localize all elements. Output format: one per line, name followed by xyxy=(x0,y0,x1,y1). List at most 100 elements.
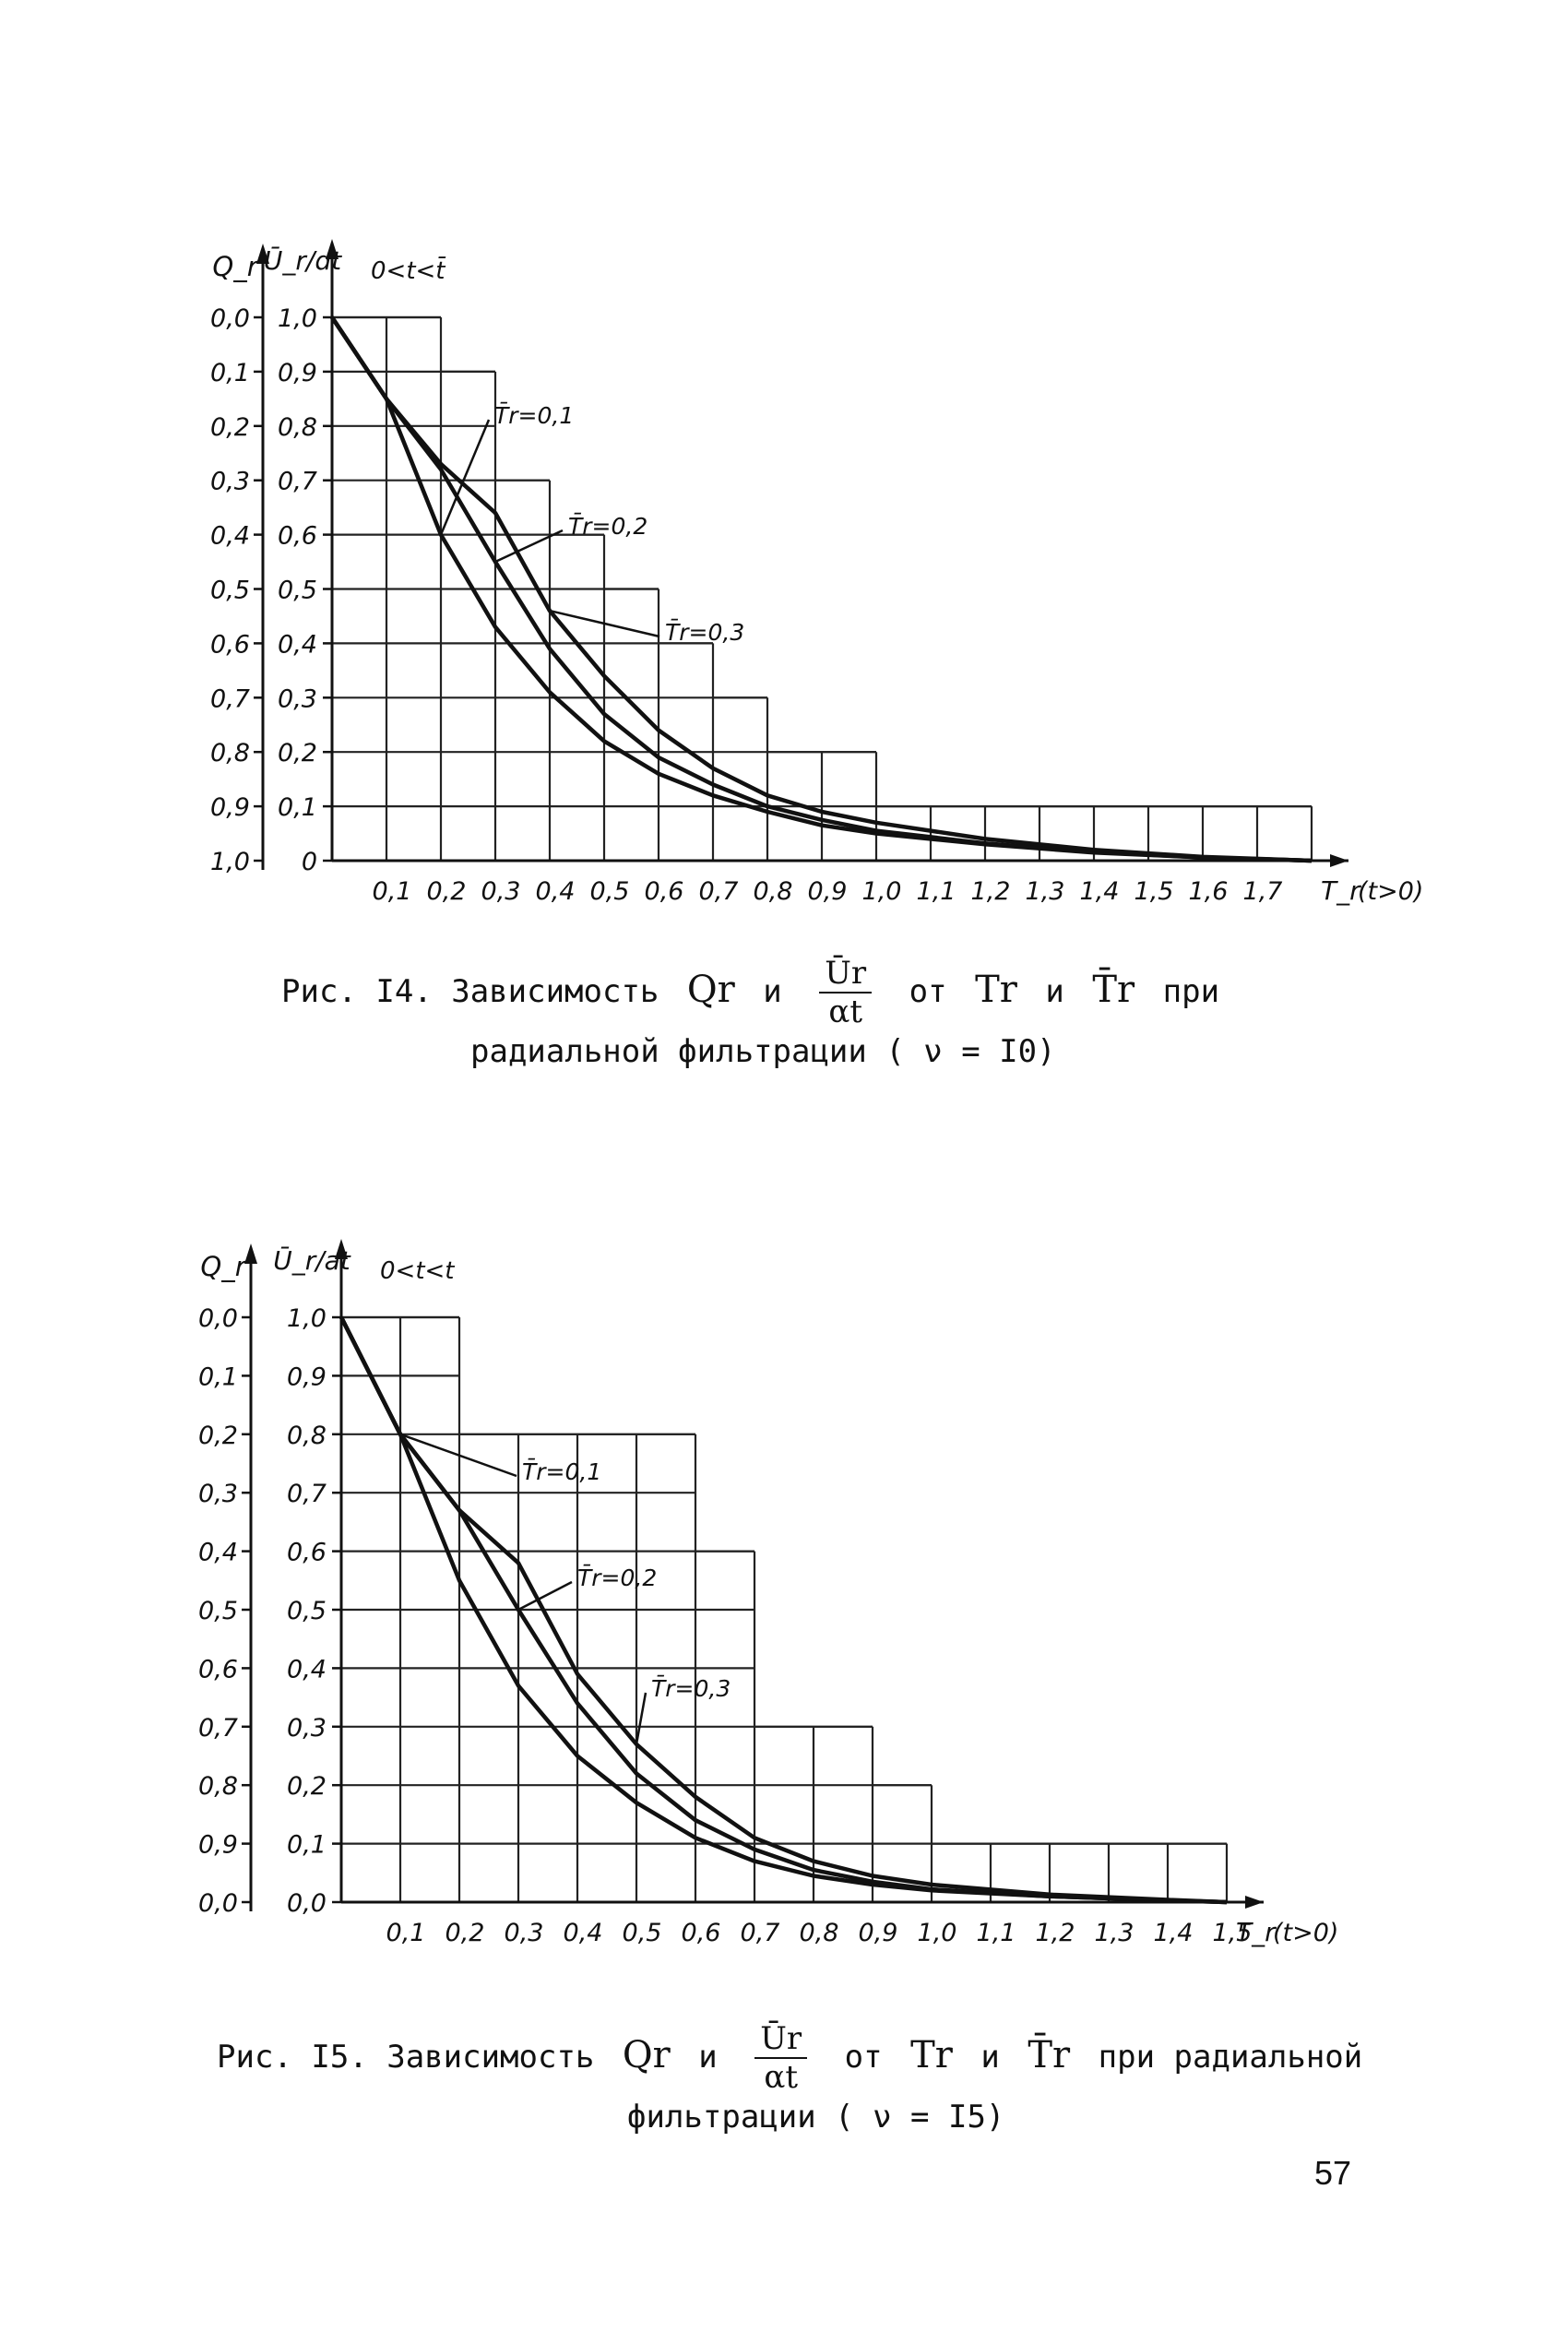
series-line-2 xyxy=(339,1315,1228,1905)
q-axis-tick-label: 0,8 xyxy=(198,1772,238,1801)
series-label-leader xyxy=(494,529,564,564)
caption-t-bar-symbol: T̄r xyxy=(1028,2033,1071,2076)
caption-and-2: и xyxy=(980,2038,1000,2076)
u-axis-tick-label: 0,9 xyxy=(278,359,317,387)
q-axis-tick-label: 0,7 xyxy=(198,1714,238,1743)
x-axis-tick-label: 0,7 xyxy=(699,877,739,906)
caption-end: при радиальной xyxy=(1098,2038,1363,2076)
q-axis-tick-label: 0,3 xyxy=(198,1480,238,1508)
u-axis-tick-label: 1,0 xyxy=(287,1304,327,1333)
x-axis-tick-label: 1,4 xyxy=(1080,877,1120,906)
q-axis-tick-label: 0,9 xyxy=(210,793,250,822)
caption-end: при xyxy=(1162,972,1220,1010)
x-axis-tick-label: 0,1 xyxy=(386,1919,426,1947)
series-label: T̄r=0,2 xyxy=(568,512,647,540)
u-axis-label: Ū_r/dt xyxy=(264,244,342,276)
caption-and: и xyxy=(698,2038,718,2076)
x-axis-tick-label: 1,4 xyxy=(1154,1919,1194,1947)
x-axis-tick-label: 0,9 xyxy=(808,877,848,906)
caption-prefix: Рис. I4. Зависимость xyxy=(281,972,659,1010)
u-axis-tick-label: 0,1 xyxy=(278,793,317,822)
q-axis-tick-label: 0,5 xyxy=(198,1597,238,1625)
q-axis-tick-label: 0,2 xyxy=(210,413,250,442)
figure-14-caption-line2: радиальной фильтрации ( ν = I0) xyxy=(470,1033,1056,1070)
q-axis-tick-label: 0,9 xyxy=(198,1831,238,1860)
caption-fraction-denominator: αt xyxy=(828,993,863,1030)
x-axis-tick-label: 0,4 xyxy=(564,1919,603,1947)
x-axis-tick-label: 0,4 xyxy=(536,877,576,906)
x-axis-tick-label: 1,5 xyxy=(1213,1919,1253,1947)
q-axis-tick-label: 0,8 xyxy=(210,739,250,767)
x-axis-tick-label: 1,2 xyxy=(1036,1919,1075,1947)
condition-label: 0<t<t xyxy=(380,1257,455,1285)
caption-fraction-numerator: Ūr xyxy=(754,2020,808,2059)
u-axis-label: Ū_r/at xyxy=(273,1244,351,1276)
caption-t-symbol: Tr xyxy=(975,968,1017,1011)
q-axis-tick-label: 0,0 xyxy=(210,304,250,333)
u-axis-tick-label: 0,1 xyxy=(287,1831,327,1860)
x-axis-tick-label: 1,0 xyxy=(918,1919,957,1947)
series-label: T̄r=0,3 xyxy=(651,1674,731,1702)
x-axis-tick-label: 0,3 xyxy=(481,877,521,906)
caption-t-symbol: Tr xyxy=(910,2033,953,2076)
u-axis-tick-label: 0,4 xyxy=(278,630,317,659)
u-axis-tick-label: 0,2 xyxy=(278,739,317,767)
caption-fraction-numerator: Ūr xyxy=(819,955,873,993)
x-axis-tick-label: 0,2 xyxy=(445,1919,485,1947)
x-axis-tick-label: 0,8 xyxy=(754,877,793,906)
u-axis-tick-label: 1,0 xyxy=(278,304,317,333)
caption-t-bar-symbol: T̄r xyxy=(1092,968,1135,1011)
series-line-3 xyxy=(330,315,1313,863)
q-axis-tick-label: 0,6 xyxy=(210,630,250,659)
q-axis-tick-label: 0,1 xyxy=(210,359,250,387)
caption-ot: от xyxy=(844,2038,883,2076)
caption-fraction-denominator: αt xyxy=(764,2059,799,2096)
u-axis-tick-label: 0,0 xyxy=(287,1889,327,1918)
x-axis-tick-label: 1,3 xyxy=(1095,1919,1134,1947)
series-label: T̄r=0,1 xyxy=(494,401,574,429)
q-axis-arrow xyxy=(256,244,269,264)
u-axis-tick-label: 0,2 xyxy=(287,1772,327,1801)
q-axis-tick-label: 0,3 xyxy=(210,468,250,496)
q-axis-tick-label: 0,4 xyxy=(210,522,250,551)
x-axis-label: T_r xyxy=(1321,875,1361,906)
caption-q-symbol: Qr xyxy=(686,968,735,1011)
u-axis-tick-label: 0,6 xyxy=(287,1539,327,1567)
x-axis-tick-label: 1,2 xyxy=(971,877,1011,906)
u-axis-tick-label: 0,3 xyxy=(287,1714,327,1743)
caption-prefix: Рис. I5. Зависимость xyxy=(217,2038,595,2076)
caption-and: и xyxy=(763,972,782,1010)
x-axis-tick-label: 0,7 xyxy=(741,1919,780,1947)
series-line-2 xyxy=(330,315,1313,863)
x-axis-tick-label: 1,6 xyxy=(1189,877,1229,906)
x-axis-tick-label: 0,6 xyxy=(682,1919,721,1947)
u-axis-tick-label: 0,4 xyxy=(287,1655,327,1684)
x-axis-tick-label: 0,3 xyxy=(505,1919,544,1947)
u-axis-tick-label: 0,5 xyxy=(278,577,317,605)
u-axis-tick-label: 0,5 xyxy=(287,1597,327,1625)
x-axis-tick-label: 1,1 xyxy=(917,877,956,906)
series-label-leader xyxy=(517,1580,573,1612)
x-axis-tick-label: 1,3 xyxy=(1026,877,1065,906)
q-axis-tick-label: 1,0 xyxy=(210,848,250,876)
x-axis-arrow xyxy=(1245,1896,1264,1909)
figure-15-caption-line2: фильтрации ( ν = I5) xyxy=(627,2099,1005,2136)
u-axis-tick-label: 0,8 xyxy=(278,413,317,442)
x-axis-tick-label: 0,5 xyxy=(590,877,630,906)
figure-15: 0,0 0,1 0,2 0,3 0,4 0,5 0,6 0,7 0,8 0,9 0,0 1,0 0,9 0… xyxy=(0,1218,1568,2136)
page-number: 57 xyxy=(1314,2154,1352,2192)
caption-ot: от xyxy=(909,972,947,1010)
x-axis-tick-label: 0,1 xyxy=(373,877,412,906)
u-axis-tick-label: 0,7 xyxy=(287,1480,327,1508)
caption-fraction: Ūr αt xyxy=(819,955,873,1030)
series-label-leader xyxy=(399,1433,517,1478)
u-axis-arrow xyxy=(326,239,339,259)
series-label-leader xyxy=(549,609,660,638)
series-label: T̄r=0,2 xyxy=(577,1564,657,1591)
q-axis-tick-label: 0,4 xyxy=(198,1539,238,1567)
q-axis-tick-label: 0,5 xyxy=(210,577,250,605)
u-axis-tick-label: 0 xyxy=(302,848,317,876)
x-axis-tick-label: 0,5 xyxy=(623,1919,662,1947)
q-axis-arrow xyxy=(244,1243,257,1264)
u-axis-tick-label: 0,8 xyxy=(287,1422,327,1450)
